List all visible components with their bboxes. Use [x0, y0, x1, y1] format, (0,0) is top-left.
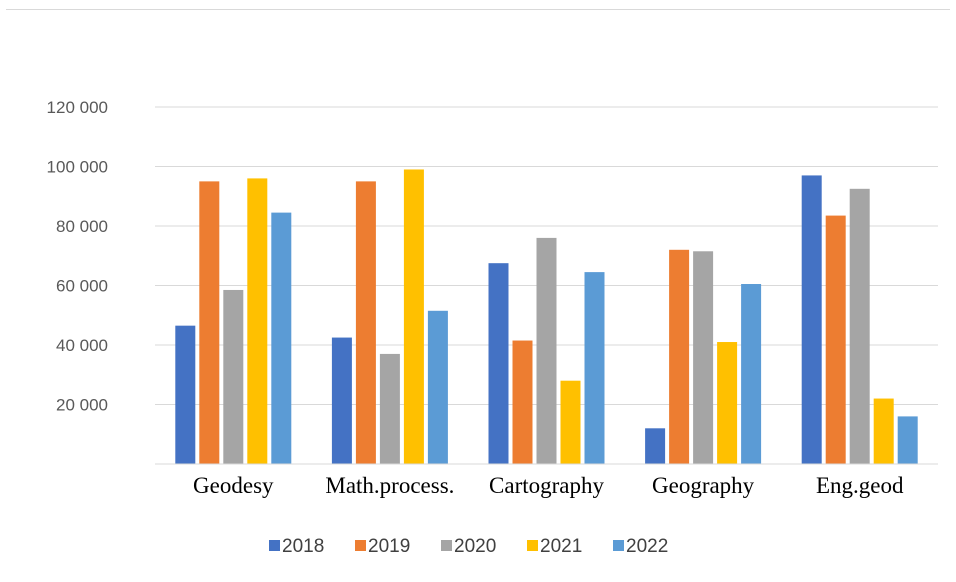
legend-swatch — [355, 540, 366, 551]
y-tick-label: 120 000 — [47, 98, 108, 117]
bar-2022-geography — [741, 284, 762, 464]
x-axis-ticks: Geodesy Math.process. Cartography Geography… — [193, 473, 904, 498]
bar-2020-geodesy — [223, 289, 244, 464]
bar-2022-eng-geod — [897, 416, 918, 464]
x-tick-label: Geography — [652, 473, 755, 498]
bar-2022-cartography — [584, 272, 605, 464]
legend-swatch — [441, 540, 452, 551]
bar-2020-math-process — [379, 353, 400, 464]
y-tick-label: 60 000 — [56, 277, 108, 296]
legend-label: 2022 — [626, 536, 668, 557]
y-tick-label: 40 000 — [56, 336, 108, 355]
legend-swatch — [269, 540, 280, 551]
y-tick-label: 80 000 — [56, 217, 108, 236]
legend-label: 2020 — [454, 536, 496, 557]
x-tick-label: Cartography — [489, 473, 604, 498]
bar-2019-geography — [669, 249, 690, 464]
bar-2018-cartography — [488, 263, 509, 464]
legend-item-2018: 2018 — [269, 536, 324, 557]
bar-2018-eng-geod — [801, 175, 822, 465]
bar-2019-geodesy — [199, 181, 220, 464]
x-tick-label: Math.process. — [325, 473, 454, 498]
legend-label: 2021 — [540, 536, 582, 557]
legend-item-2022: 2022 — [613, 536, 668, 557]
x-tick-label: Eng.geod — [816, 473, 904, 498]
bar-2021-geodesy — [247, 178, 268, 464]
legend-item-2020: 2020 — [441, 536, 496, 557]
x-tick-label: Geodesy — [193, 473, 274, 498]
bar-2022-geodesy — [271, 212, 292, 464]
bar-2018-math-process — [331, 337, 352, 464]
y-tick-label: 20 000 — [56, 396, 108, 415]
bar-2020-geography — [693, 251, 714, 464]
y-tick-label: 100 000 — [47, 158, 108, 177]
legend-item-2021: 2021 — [527, 536, 582, 557]
bar-2021-eng-geod — [873, 398, 894, 464]
bar-2020-eng-geod — [849, 188, 870, 464]
legend-label: 2018 — [282, 536, 324, 557]
bar-2018-geodesy — [175, 325, 196, 464]
legend-swatch — [613, 540, 624, 551]
legend-swatch — [527, 540, 538, 551]
bar-2019-eng-geod — [825, 215, 846, 464]
legend: 2018 2019 2020 2021 2022 — [269, 536, 668, 557]
bar-2018-geography — [645, 428, 666, 464]
legend-item-2019: 2019 — [355, 536, 410, 557]
bar-2021-geography — [717, 342, 738, 464]
y-axis-ticks: 20 000 40 000 60 000 80 000 100 000 120 000 — [47, 98, 108, 415]
bar-2019-math-process — [355, 181, 376, 464]
bars — [175, 169, 918, 465]
top-divider — [6, 9, 950, 10]
bar-2021-cartography — [560, 380, 581, 464]
legend-label: 2019 — [368, 536, 410, 557]
bar-2020-cartography — [536, 237, 557, 464]
bar-2022-math-process — [427, 310, 448, 464]
bar-2019-cartography — [512, 340, 533, 464]
bar-2021-math-process — [403, 169, 424, 464]
